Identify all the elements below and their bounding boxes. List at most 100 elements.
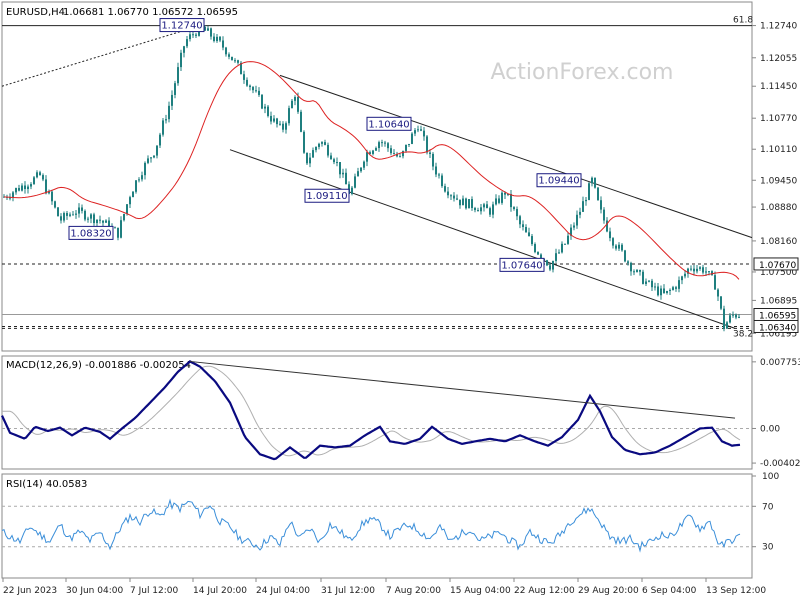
candle-body (699, 267, 701, 269)
candle-body (441, 175, 443, 187)
candle-body (117, 227, 119, 238)
candle-body (687, 268, 689, 274)
time-tick-label: 7 Jul 12:00 (130, 586, 179, 596)
candle-body (489, 208, 491, 215)
candle-body (270, 115, 272, 122)
candle-body (327, 144, 329, 156)
candle-body (594, 177, 596, 188)
candle-body (231, 56, 233, 61)
candle-body (105, 220, 107, 223)
candle-body (444, 186, 446, 192)
candle-body (156, 145, 158, 156)
time-tick-label: 22 Aug 12:00 (514, 586, 575, 596)
price-tick-label: 1.08880 (760, 203, 797, 213)
candle-body (456, 198, 458, 200)
candle-body (18, 188, 20, 191)
candle-body (615, 245, 617, 249)
candle-body (33, 177, 35, 185)
candle-body (303, 131, 305, 153)
candle-body (54, 201, 56, 208)
fib-label-61-8: 61.8 (733, 16, 753, 26)
candle-body (606, 220, 608, 232)
candle-body (300, 111, 302, 132)
price-tag-1-07670-box (753, 257, 799, 271)
candle-body (510, 193, 512, 208)
ohlc-label: 1.06681 1.06770 1.06572 1.06595 (63, 7, 238, 18)
price-tick-label: 1.11450 (760, 82, 797, 92)
candle-body (165, 119, 167, 121)
candle-body (492, 204, 494, 215)
price-axis: 1.12740 1.12055 1.11450 1.10770 1.10110 1.094… (752, 22, 799, 339)
candle-body (147, 158, 149, 163)
price-annotation-box (499, 257, 545, 272)
candle-body (183, 46, 185, 53)
candle-body (312, 150, 314, 158)
candle-body (591, 177, 593, 184)
candle-body (42, 175, 44, 180)
time-tick-label: 30 Jun 04:00 (66, 586, 123, 596)
candle-body (624, 250, 626, 262)
candle-body (282, 123, 284, 130)
candle-body (366, 152, 368, 162)
candle-body (723, 308, 725, 329)
price-candles (3, 20, 740, 332)
moving-average (3, 61, 740, 280)
candle-body (705, 271, 707, 273)
candle-body (264, 106, 266, 109)
candle-body (459, 199, 461, 206)
candle-body (486, 204, 488, 209)
price-annotation-box (366, 116, 412, 131)
rsi-tick-label: 30 (762, 543, 774, 553)
candle-body (684, 273, 686, 277)
candle-body (135, 180, 137, 192)
candle-body (57, 207, 59, 217)
candle-body (573, 225, 575, 228)
candle-body (66, 213, 68, 216)
time-tick-label: 29 Aug 20:00 (578, 586, 639, 596)
candle-body (69, 214, 71, 216)
price-panel-frame (1, 1, 753, 352)
candle-body (639, 269, 641, 272)
candle-body (210, 28, 212, 37)
candle-body (513, 207, 515, 210)
candle-body (498, 198, 500, 203)
candle-body (15, 188, 17, 193)
candle-body (36, 172, 38, 178)
candle-body (336, 162, 338, 164)
rsi-panel-frame (1, 473, 753, 579)
candle-body (519, 216, 521, 225)
price-tag-1-06340-box (753, 319, 799, 333)
candle-body (663, 288, 665, 294)
candle-body (153, 155, 155, 158)
candle-body (720, 296, 722, 309)
candle-body (405, 144, 407, 151)
time-tick-label: 14 Jul 20:00 (193, 586, 247, 596)
candle-body (462, 198, 464, 206)
candle-body (399, 156, 401, 158)
time-tick-label: 24 Jul 04:00 (256, 586, 310, 596)
channel-lower-line (229, 149, 736, 329)
candle-body (102, 220, 104, 223)
candle-body (417, 129, 419, 131)
rsi-indicator: 100 70 30 (1, 472, 779, 553)
candle-body (735, 314, 737, 318)
price-tick-label: 1.12740 (760, 22, 797, 32)
candle-body (429, 152, 431, 154)
macd-main-line (1, 360, 741, 461)
candle-body (387, 143, 389, 149)
candle-body (162, 120, 164, 135)
candle-body (693, 268, 695, 272)
candle-body (132, 191, 134, 198)
candle-body (309, 157, 311, 164)
price-tag-1-07670: 1.07670 (759, 261, 796, 271)
macd-tick-label: -0.004027 (760, 459, 800, 469)
candle-body (216, 36, 218, 42)
candle-body (213, 36, 215, 42)
rsi-line (1, 498, 741, 553)
price-tag-current: 1.06595 (759, 312, 796, 322)
candle-body (672, 287, 674, 290)
candle-body (129, 197, 131, 205)
candle-body (96, 219, 98, 224)
candle-body (240, 62, 242, 75)
